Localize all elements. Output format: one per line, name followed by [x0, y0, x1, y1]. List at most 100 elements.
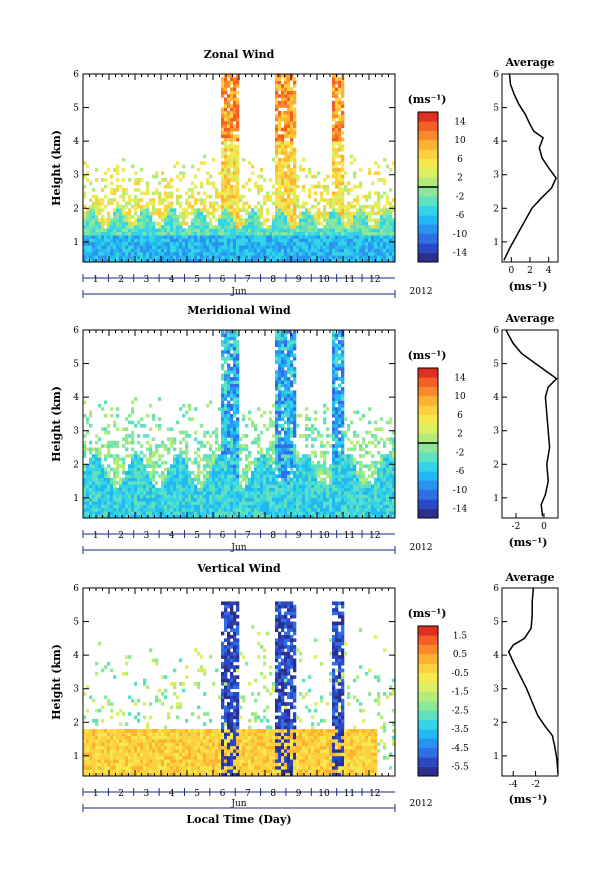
heatmap-cell [260, 413, 264, 418]
heatmap-cell [278, 350, 282, 354]
heatmap-cell [146, 221, 150, 226]
heatmap-cell [170, 477, 174, 482]
heatmap-cell [275, 171, 279, 176]
heatmap-cell [128, 255, 132, 259]
heatmap-cell [311, 511, 315, 515]
heatmap-cell [260, 211, 264, 216]
heatmap-cell [161, 477, 165, 482]
heatmap-cell [335, 360, 339, 364]
heatmap-cell [170, 248, 174, 253]
heatmap-cell [137, 467, 141, 472]
heatmap-cell [95, 497, 99, 502]
heatmap-cell [89, 413, 93, 418]
heatmap-cell [185, 447, 189, 452]
heatmap-cell [329, 215, 333, 219]
heatmap-cell [149, 427, 153, 432]
heatmap-cell [311, 204, 315, 209]
heatmap-cell [161, 504, 165, 509]
heatmap-cell [125, 507, 129, 512]
heatmap-cell [140, 460, 144, 465]
heatmap-cell [260, 514, 264, 518]
heatmap-cell [227, 225, 231, 229]
heatmap-cell [110, 258, 114, 262]
heatmap-cell [254, 235, 258, 239]
heatmap-cell [260, 231, 264, 236]
heatmap-cell [185, 494, 189, 499]
heatmap-cell [227, 403, 231, 408]
heatmap-cell [206, 211, 210, 216]
heatmap-cell [362, 228, 366, 233]
heatmap-cell [86, 420, 90, 425]
heatmap-cell [335, 114, 339, 118]
heatmap-cell [284, 218, 288, 223]
heatmap-cell [320, 504, 324, 509]
heatmap-cell [212, 231, 216, 236]
heatmap-cell [302, 157, 306, 162]
heatmap-cell [191, 231, 195, 236]
heatmap-cell [218, 481, 222, 485]
heatmap-cell [371, 245, 375, 249]
heatmap-cell [218, 507, 222, 512]
heatmap-cell [257, 228, 261, 233]
heatmap-cell [164, 460, 168, 465]
average-xlabel: (ms⁻¹) [509, 280, 548, 293]
heatmap-cell [128, 454, 132, 458]
heatmap-cell [158, 504, 162, 509]
heatmap-cell [287, 363, 291, 368]
heatmap-cell [137, 491, 141, 495]
heatmap-cell [302, 484, 306, 489]
heatmap-cell [158, 215, 162, 219]
heatmap-cell [95, 454, 99, 458]
heatmap-cell [125, 238, 129, 243]
heatmap-cell [338, 97, 342, 102]
heatmap-cell [278, 141, 282, 145]
colorbar-swatch [418, 205, 438, 216]
heatmap-cell [122, 507, 126, 512]
heatmap-cell [107, 245, 111, 249]
heatmap-cell [197, 255, 201, 259]
heatmap-cell [323, 225, 327, 229]
heatmap-cell [134, 491, 138, 495]
heatmap-cell [338, 178, 342, 182]
heatmap-cell [230, 194, 234, 199]
heatmap-cell [140, 497, 144, 502]
heatmap-cell [281, 241, 285, 246]
heatmap-cell [233, 225, 237, 229]
heatmap-cell [170, 221, 174, 226]
heatmap-cell [365, 198, 369, 202]
heatmap-cell [377, 231, 381, 236]
heatmap-cell [284, 383, 288, 388]
heatmap-cell [233, 504, 237, 509]
heatmap-cell [248, 255, 252, 259]
heatmap-cell [290, 94, 294, 98]
heatmap-cell [107, 450, 111, 455]
heatmap-cell [329, 245, 333, 249]
heatmap-cell [161, 514, 165, 518]
heatmap-cell [341, 221, 345, 226]
heatmap-cell [281, 204, 285, 209]
heatmap-cell [185, 444, 189, 448]
heatmap-cell [230, 494, 234, 499]
heatmap-cell [281, 467, 285, 472]
heatmap-cell [260, 228, 264, 233]
heatmap-cell [230, 127, 234, 132]
heatmap-cell [107, 474, 111, 479]
heatmap-cell [341, 157, 345, 162]
heatmap-cell [302, 464, 306, 468]
heatmap-cell [248, 417, 252, 421]
heatmap-cell [317, 248, 321, 253]
heatmap-cell [92, 467, 96, 472]
heatmap-cell [236, 198, 240, 202]
heatmap-cell [290, 511, 294, 515]
heatmap-cell [95, 507, 99, 512]
heatmap-cell [290, 366, 294, 371]
heatmap-cell [230, 141, 234, 145]
heatmap-cell [260, 494, 264, 499]
heatmap-cell [281, 380, 285, 385]
heatmap-cell [230, 211, 234, 216]
heatmap-cell [332, 484, 336, 489]
heatmap-cell [281, 141, 285, 145]
heatmap-cell [335, 464, 339, 468]
heatmap-cell [362, 221, 366, 226]
